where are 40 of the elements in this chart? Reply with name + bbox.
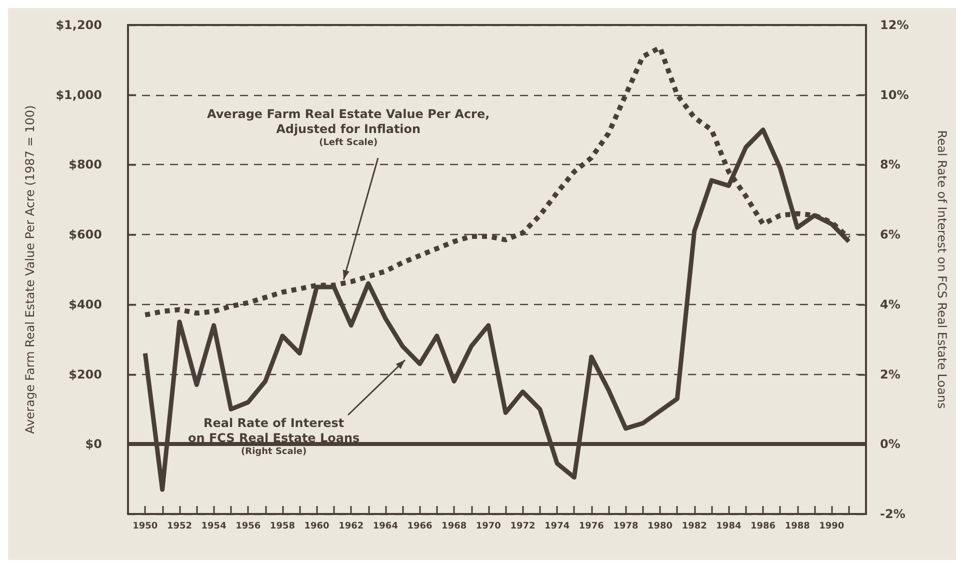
x-tick-label: 1988: [784, 522, 810, 532]
y2-tick-label: 6%: [880, 228, 900, 242]
annotation: Real Rate of Interest on FCS Real Estate Loans (Right Scale): [188, 416, 360, 457]
x-tick-label: 1956: [236, 522, 261, 532]
x-tick-label: 1976: [578, 522, 604, 532]
x-tick-label: 1966: [407, 522, 432, 532]
y-tick-label: $800: [68, 158, 102, 172]
x-tick-label: 1982: [682, 522, 707, 532]
x-tick-label: 1968: [442, 522, 467, 532]
x-tick-label: 1962: [338, 522, 364, 532]
x-tick-label: 1990: [819, 522, 844, 532]
y-tick-label: $0: [85, 437, 102, 452]
x-tick-label: 1972: [510, 522, 536, 532]
y-tick-label: $200: [68, 367, 102, 382]
x-tick-label: 1952: [166, 522, 192, 532]
y2-tick-label: 4%: [880, 297, 900, 312]
x-tick-label: 1954: [201, 522, 226, 532]
x-tick-label: 1960: [304, 522, 330, 532]
y2-tick-label: -2%: [880, 507, 906, 521]
y-tick-label: $1,000: [56, 88, 102, 102]
y2-tick-label: 0%: [880, 437, 900, 452]
x-tick-label: 1974: [544, 522, 570, 532]
x-tick-label: 1986: [750, 522, 776, 532]
x-tick-label: 1978: [613, 522, 638, 532]
x-tick-label: 1964: [372, 522, 398, 532]
y-axis-title: Average Farm Real Estate Value Per Acre (1987 = 100): [23, 105, 37, 434]
y2-tick-label: 12%: [880, 18, 909, 32]
y2-tick-label: 8%: [880, 158, 900, 172]
x-tick-label: 1958: [270, 522, 295, 532]
y-tick-label: $600: [68, 228, 102, 242]
x-tick-label: 1950: [132, 522, 158, 532]
x-tick-label: 1984: [716, 522, 742, 532]
y-tick-label: $1,200: [56, 18, 102, 32]
annotation: Average Farm Real Estate Value Per Acre, Adjusted for Inflation (Left Scale): [206, 107, 490, 148]
x-tick-label: 1970: [476, 522, 501, 532]
y2-tick-label: 10%: [880, 88, 909, 102]
y2-tick-label: 2%: [880, 367, 900, 382]
x-tick-label: 1980: [648, 522, 673, 532]
y2-axis-title: Real Rate of Interest on FCS Real Estate Loans: [935, 130, 949, 409]
y-tick-label: $400: [68, 297, 102, 312]
